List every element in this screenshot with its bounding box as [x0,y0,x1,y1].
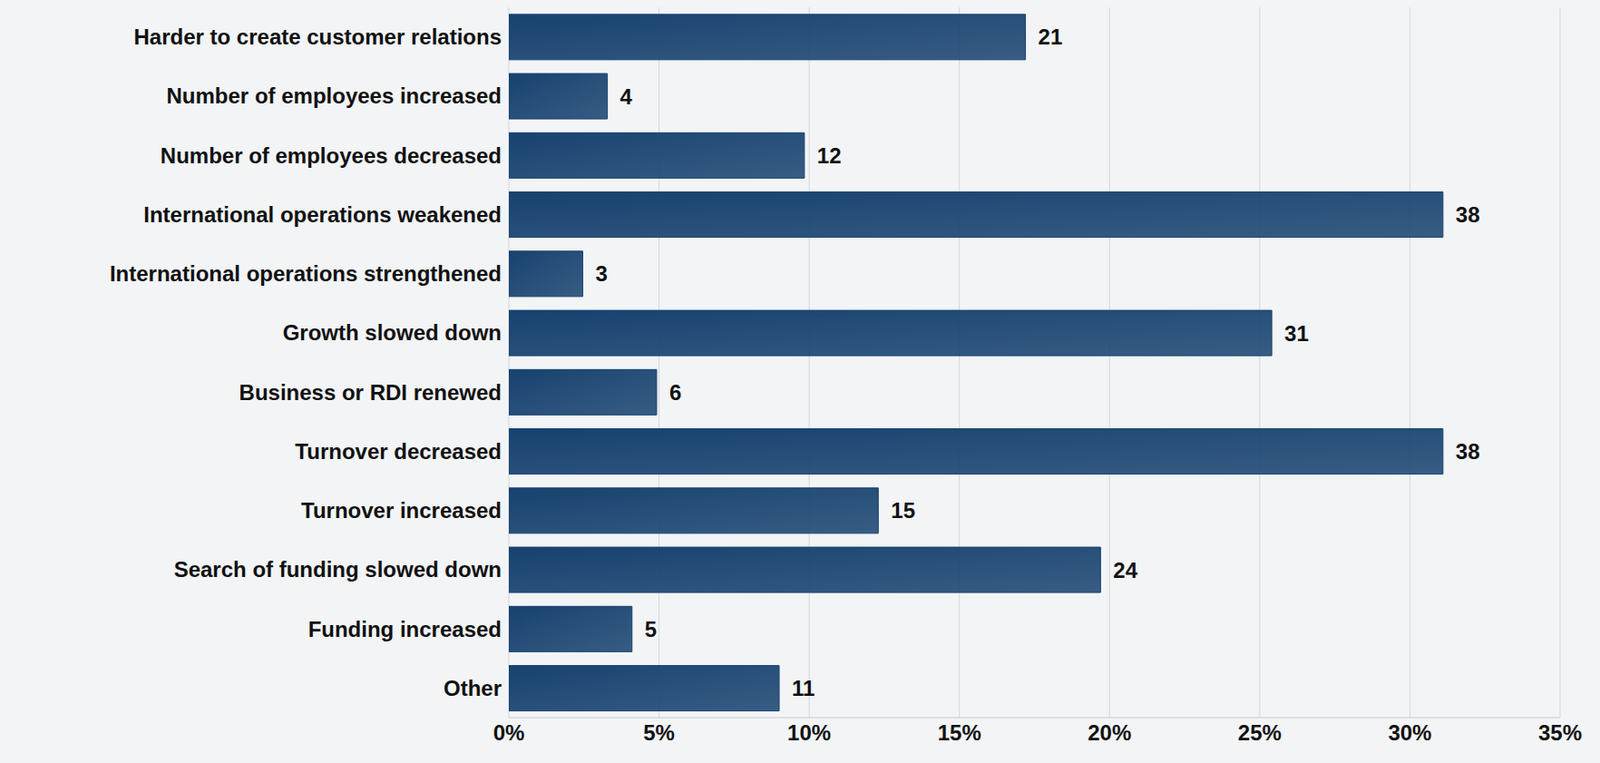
svg-text:Other: Other [443,675,502,701]
svg-text:24: 24 [1112,557,1138,583]
svg-text:Number of employees decreased: Number of employees decreased [160,143,502,168]
svg-text:12: 12 [817,143,842,168]
svg-text:35%: 35% [1538,720,1582,745]
svg-text:3: 3 [595,261,607,286]
svg-text:38: 38 [1455,439,1481,464]
svg-text:5%: 5% [643,720,675,745]
svg-text:Business or RDI renewed: Business or RDI renewed [239,380,502,405]
svg-text:Funding increased: Funding increased [308,616,502,642]
svg-text:11: 11 [791,675,815,701]
svg-text:15%: 15% [937,720,982,745]
svg-text:25%: 25% [1238,720,1282,745]
svg-text:4: 4 [620,84,634,109]
svg-text:31: 31 [1284,321,1309,346]
svg-text:30%: 30% [1387,720,1432,745]
svg-text:Number of employees increased: Number of employees increased [166,83,502,108]
svg-text:Harder to create customer rela: Harder to create customer relations [134,24,502,49]
svg-text:6: 6 [669,380,682,405]
svg-text:Growth slowed down: Growth slowed down [282,320,502,345]
svg-text:Turnover increased: Turnover increased [301,497,502,523]
svg-text:Search of funding slowed down: Search of funding slowed down [174,556,502,582]
svg-text:International operations stren: International operations strengthened [109,261,502,286]
svg-text:International operations weake: International operations weakened [143,202,502,227]
svg-text:Turnover decreased: Turnover decreased [294,439,502,464]
svg-text:10%: 10% [787,720,831,745]
svg-text:15: 15 [890,497,916,523]
svg-text:38: 38 [1455,202,1481,227]
svg-text:21: 21 [1038,24,1064,49]
svg-text:5: 5 [644,616,657,642]
svg-text:20%: 20% [1087,720,1132,745]
svg-text:0%: 0% [493,720,526,745]
